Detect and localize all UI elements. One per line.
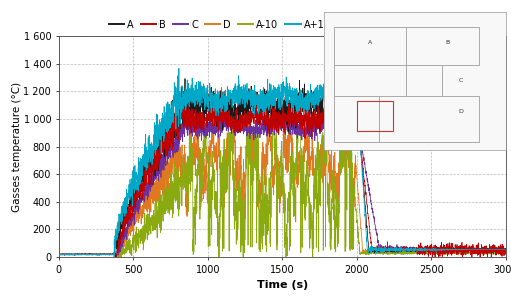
Y-axis label: Gasses temperature (°C): Gasses temperature (°C) <box>12 81 22 212</box>
Text: B: B <box>446 40 450 45</box>
Legend: A, B, C, D, A-10, A+10: A, B, C, D, A-10, A+10 <box>105 16 334 34</box>
Text: D: D <box>458 109 463 114</box>
Bar <box>357 100 393 131</box>
Text: A: A <box>368 40 372 45</box>
X-axis label: Time (s): Time (s) <box>257 280 308 290</box>
Text: C: C <box>458 78 463 83</box>
